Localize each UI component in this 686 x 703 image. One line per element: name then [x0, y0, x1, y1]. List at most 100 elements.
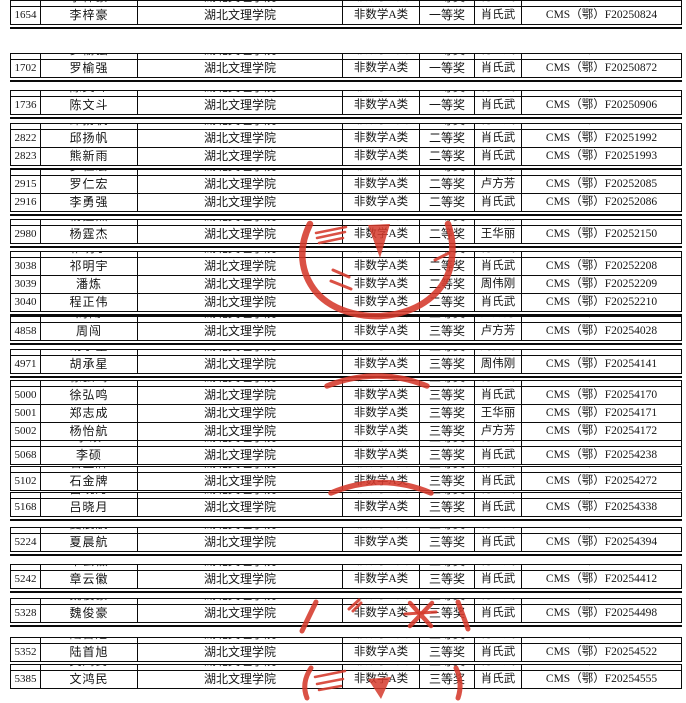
table-fragment: 5328魏俊豪湖北文理学院非数学A类三等奖肖氏武CMS（鄂）F202544985… — [10, 598, 682, 627]
cell-advisor: 肖氏武 — [474, 499, 521, 516]
cell-student-name: 魏俊豪 — [40, 605, 137, 622]
table-row: 3039 潘炼 湖北文理学院 非数学A类 二等奖 周伟刚 CMS（鄂）F20252209 — [10, 275, 682, 294]
cell-text: 5242 — [15, 565, 37, 570]
cell-certificate-number: CMS（鄂）F20254141 — [521, 356, 681, 373]
cell-student-name: 胡承星 — [40, 356, 137, 373]
table-row: 5242 章云徽 湖北文理学院 非数学A类 三等奖 肖氏武 CMS（鄂）F20254412 — [10, 570, 682, 589]
cell-text: 湖北文理学院 — [203, 606, 276, 620]
cell-institution: 湖北文理学院 — [137, 638, 342, 643]
cell-institution: 湖北文理学院 — [137, 665, 342, 670]
cell-text: 王华丽 — [480, 407, 516, 419]
clipped-row: 5224 夏晨航 湖北文理学院 非数学A类 三等奖 肖氏武 CMS（鄂）F20254394 — [10, 527, 682, 534]
cell-text: 陆首旭 — [69, 645, 109, 659]
cell-advisor: 肖氏武 — [474, 60, 521, 77]
clipped-row: 4971 胡承星 湖北文理学院 非数学A类 三等奖 周伟刚 CMS（鄂）F20254141 — [10, 349, 682, 356]
cell-text: CMS（鄂）F20254522 — [546, 638, 657, 643]
cell-institution: 湖北文理学院 — [137, 252, 342, 257]
cell-text: 湖北文理学院 — [203, 500, 276, 514]
cell-student-name: 石金牌 — [40, 467, 137, 472]
cell-text: 文鸿民 — [69, 665, 108, 670]
cell-institution: 湖北文理学院 — [137, 528, 342, 533]
cell-advisor: 肖氏武 — [474, 605, 521, 622]
cell-text: 湖北文理学院 — [203, 149, 276, 163]
cell-text: CMS（鄂）F20250872 — [546, 54, 657, 59]
cell-award-level: 二等奖 — [419, 170, 474, 175]
cell-text: 二等奖 — [428, 177, 465, 191]
cell-award-level: 三等奖 — [419, 534, 474, 551]
cell-institution: 湖北文理学院 — [137, 499, 342, 516]
cell-institution: 湖北文理学院 — [137, 91, 342, 96]
cell-advisor: 肖氏武 — [474, 387, 521, 404]
cell-certificate-number: CMS（鄂）F20254028 — [521, 323, 681, 340]
cell-id: 4858 — [11, 317, 40, 322]
cell-text: 肖氏武 — [480, 536, 516, 548]
cell-text: 陈文斗 — [69, 91, 108, 96]
cell-id: 3040 — [11, 294, 40, 311]
cell-id: 5000 — [11, 381, 40, 386]
cell-text: 罗仁宏 — [69, 177, 109, 191]
cell-text: 肖氏武 — [481, 599, 516, 604]
cell-text: 非数学A类 — [353, 407, 409, 419]
cell-text: 4858 — [14, 325, 37, 337]
cell-institution: 湖北文理学院 — [137, 226, 342, 243]
cell-text: 非数学A类 — [353, 278, 409, 290]
table-row: 2916 李勇强 湖北文理学院 非数学A类 二等奖 肖氏武 CMS（鄂）F20252086 — [10, 193, 682, 212]
cell-advisor: 肖氏武 — [474, 381, 521, 386]
cell-text: 周伟刚 — [480, 278, 516, 290]
cell-award-level: 二等奖 — [419, 220, 474, 225]
cell-text: 非数学A类 — [354, 54, 408, 59]
cell-text: 肖氏武 — [481, 124, 516, 129]
cell-text: 1654 — [15, 1, 37, 6]
cell-text: 1736 — [14, 99, 37, 111]
cell-text: CMS（鄂）F20252208 — [546, 252, 657, 257]
cell-student-name: 魏俊豪 — [40, 599, 137, 604]
cut-row-edge — [10, 343, 682, 345]
cell-text: 王华丽 — [481, 220, 516, 225]
cell-text: 熊新雨 — [69, 149, 109, 163]
cell-award-level: 三等奖 — [419, 350, 474, 355]
cell-text: 湖北文理学院 — [203, 388, 276, 402]
cut-row-edge — [10, 117, 682, 119]
cell-advisor: 肖氏武 — [474, 252, 521, 257]
cell-text: 5002 — [14, 425, 37, 437]
cell-institution: 湖北文理学院 — [137, 1, 342, 6]
cell-text: 湖北文理学院 — [204, 599, 276, 604]
cell-text: 李梓豪 — [69, 8, 109, 22]
cell-category: 非数学A类 — [342, 130, 419, 147]
cell-student-name: 李硕 — [40, 447, 137, 464]
cell-student-name: 陈文斗 — [40, 91, 137, 96]
cell-text: 夏晨航 — [69, 535, 109, 549]
cell-certificate-number: CMS（鄂）F20252150 — [521, 226, 681, 243]
table-fragment: 1702罗榆强湖北文理学院非数学A类一等奖肖氏武CMS（鄂）F202508721… — [10, 53, 682, 82]
cell-category: 非数学A类 — [342, 1, 419, 6]
table-fragment: 4971胡承星湖北文理学院非数学A类三等奖周伟刚CMS（鄂）F202541414… — [10, 349, 682, 378]
cell-student-name: 邱扬帆 — [40, 130, 137, 147]
table-row: 5385 文鸿民 湖北文理学院 非数学A类 三等奖 肖氏武 CMS（鄂）F20254555 — [10, 670, 682, 689]
cell-text: 湖北文理学院 — [204, 441, 276, 446]
cell-text: CMS（鄂）F20252210 — [545, 296, 658, 308]
cell-category: 非数学A类 — [342, 571, 419, 588]
cell-text: 非数学A类 — [354, 252, 408, 257]
cell-category: 非数学A类 — [342, 60, 419, 77]
cell-text: 三等奖 — [428, 424, 465, 438]
cell-certificate-number: CMS（鄂）F20254555 — [521, 665, 681, 670]
cell-text: CMS（鄂）F20254338 — [545, 501, 658, 513]
cell-institution: 湖北文理学院 — [137, 534, 342, 551]
cell-category: 非数学A类 — [342, 473, 419, 490]
cell-text: 肖氏武 — [481, 441, 516, 446]
cell-text: 5000 — [15, 381, 37, 386]
cell-text: 二等奖 — [429, 220, 465, 225]
cell-category: 非数学A类 — [342, 97, 419, 114]
cell-text: 非数学A类 — [353, 178, 409, 190]
cell-advisor: 卢方芳 — [474, 176, 521, 193]
table-row: 5328 魏俊豪 湖北文理学院 非数学A类 三等奖 肖氏武 CMS（鄂）F20254498 — [10, 604, 682, 623]
cell-text: CMS（鄂）F20252150 — [545, 228, 658, 240]
cell-category: 非数学A类 — [342, 148, 419, 165]
cell-text: 1702 — [14, 62, 37, 74]
cell-text: 非数学A类 — [354, 170, 408, 175]
clipped-row: 2980 杨霆杰 湖北文理学院 非数学A类 二等奖 王华丽 CMS（鄂）F20252150 — [10, 219, 682, 226]
cell-certificate-number: CMS（鄂）F20254498 — [521, 599, 681, 604]
table-fragment: 3038 祁明宇 湖北文理学院 非数学A类 二等奖 肖氏武 CMS（鄂）F20252208 3… — [10, 251, 682, 316]
cell-category: 非数学A类 — [342, 294, 419, 311]
cell-text: 一等奖 — [429, 91, 465, 96]
